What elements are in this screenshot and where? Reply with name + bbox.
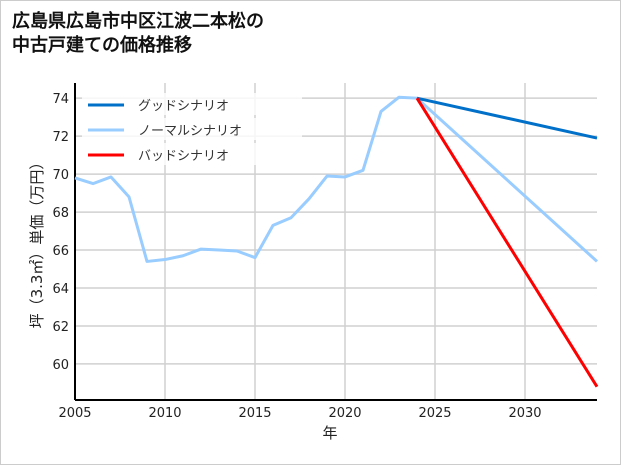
x-tick-label: 2005 [58,406,91,421]
legend-bg [82,93,302,115]
y-tick-label: 70 [52,168,69,183]
x-tick-label: 2010 [148,406,181,421]
y-tick-label: 62 [52,320,69,335]
legend-bg [82,118,302,140]
series-line-0 [416,96,598,140]
series-line-1 [74,95,599,263]
legend-label: グッドシナリオ [138,99,229,114]
x-tick-label: 2025 [418,406,451,421]
title-line-1: 広島県広島市中区江波二本松の [12,11,264,32]
chart-title: 広島県広島市中区江波二本松の 中古戸建ての価格推移 [12,10,264,58]
x-tick-label: 2020 [328,406,361,421]
x-axis-label: 年 [322,424,337,442]
y-tick-label: 72 [52,130,69,145]
title-line-2: 中古戸建ての価格推移 [12,35,192,56]
series-line-2 [415,97,599,388]
y-tick-label: 64 [52,282,69,297]
y-tick-label: 74 [52,92,69,107]
legend-label: バッドシナリオ [138,149,229,164]
x-tick-label: 2015 [238,406,271,421]
y-tick-label: 60 [52,358,69,373]
legend-label: ノーマルシナリオ [138,124,242,139]
y-tick-label: 66 [52,244,69,259]
y-tick-label: 68 [52,206,69,221]
legend-bg [82,143,302,165]
x-tick-label: 2030 [508,406,541,421]
y-axis-label: 坪（3.3㎡）単価（万円） [28,155,46,329]
